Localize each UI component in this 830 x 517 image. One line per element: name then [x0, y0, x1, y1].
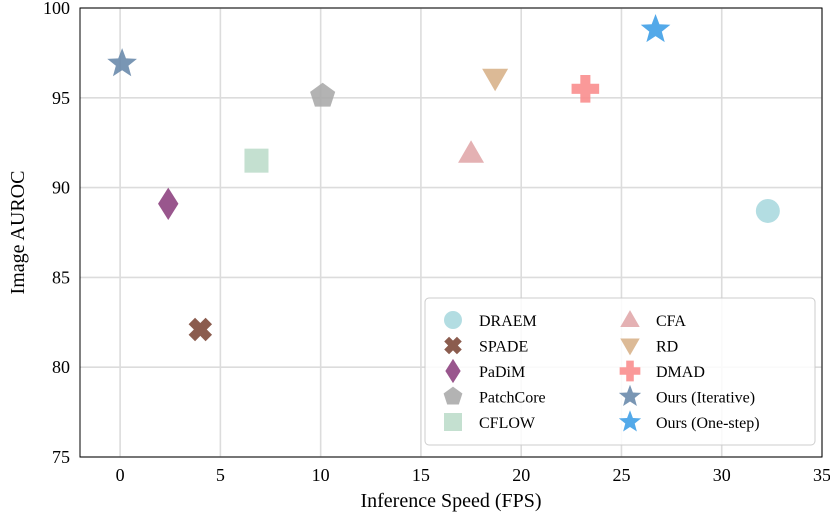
legend-marker	[620, 310, 640, 327]
legend-label: PaDiM	[479, 364, 525, 381]
legend-label: SPADE	[479, 339, 528, 356]
legend-label: Ours (Iterative)	[656, 390, 755, 407]
legend-marker	[443, 386, 463, 405]
data-point-draem	[755, 198, 780, 223]
legend-marker	[444, 413, 462, 431]
data-point-dmad	[571, 75, 600, 103]
data-point-ours-iterative	[107, 48, 137, 77]
legend: DRAEM SPADE PaDiM PatchCore CFLOW CFA RD DMAD Ou…	[424, 297, 816, 446]
x-tick-label: 25	[612, 465, 630, 485]
tick-labels: 0 5 10 15 20 25 30 35 75 80 85 90 95 100	[43, 0, 830, 485]
data-point-rd	[482, 68, 509, 92]
data-point-padim	[158, 187, 179, 220]
legend-marker	[444, 336, 462, 355]
x-axis-label: Inference Speed (FPS)	[360, 490, 541, 512]
legend-marker	[618, 384, 642, 406]
x-tick-label: 35	[813, 465, 830, 485]
x-tick-label: 30	[713, 465, 731, 485]
legend-marker	[620, 338, 640, 356]
y-tick-label: 95	[52, 88, 70, 108]
legend-label: CFLOW	[479, 415, 536, 432]
x-tick-label: 15	[412, 465, 430, 485]
legend-label: Ours (One-step)	[656, 415, 760, 432]
data-point-patchcore	[310, 82, 336, 107]
data-point-ours-one-step	[640, 13, 671, 43]
legend-marker	[619, 360, 641, 382]
x-tick-label: 5	[216, 465, 225, 485]
legend-marker	[444, 311, 462, 329]
data-points	[107, 13, 780, 342]
y-tick-label: 85	[52, 267, 70, 287]
x-tick-label: 10	[312, 465, 330, 485]
y-tick-label: 90	[52, 178, 70, 198]
legend-label: DRAEM	[479, 313, 537, 330]
data-point-cflow	[244, 148, 269, 173]
legend-label: PatchCore	[479, 390, 546, 407]
legend-label: DMAD	[656, 364, 705, 381]
data-point-spade	[188, 317, 213, 342]
legend-label: RD	[656, 339, 678, 356]
x-tick-label: 0	[116, 465, 125, 485]
legend-marker	[445, 358, 461, 384]
plot-frame	[79, 7, 823, 458]
legend-label: CFA	[656, 313, 686, 330]
y-tick-label: 80	[52, 357, 70, 377]
y-axis-label: Image AUROC	[7, 171, 29, 295]
y-tick-label: 100	[43, 0, 70, 18]
y-tick-label: 75	[52, 447, 70, 467]
data-point-cfa	[458, 140, 485, 163]
legend-marker	[618, 410, 642, 432]
x-tick-label: 20	[512, 465, 530, 485]
